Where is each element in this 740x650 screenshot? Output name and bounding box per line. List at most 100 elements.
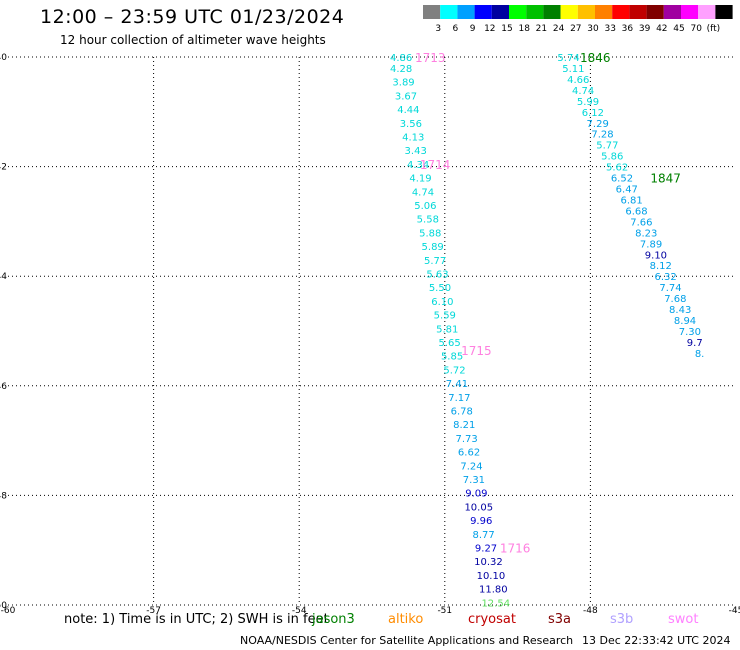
credit-text: NOAA/NESDIS Center for Satellite Applica… <box>240 634 574 647</box>
legend-swatch <box>474 5 492 19</box>
wave-height-label: 5.85 <box>441 352 463 363</box>
y-tick-label: -44 <box>0 272 7 282</box>
legend-label: (ft) <box>707 24 721 34</box>
x-tick-label: -54 <box>292 606 307 616</box>
wave-height-label: 7.66 <box>630 217 652 228</box>
legend-label: 9 <box>470 24 476 34</box>
wave-height-label: 7.29 <box>587 119 609 130</box>
wave-height-label: 6.47 <box>616 185 638 196</box>
wave-height-label: 7.17 <box>448 393 470 404</box>
wave-height-label: 4.74 <box>572 86 594 97</box>
x-tick-label: -48 <box>583 606 598 616</box>
wave-height-label: 7.73 <box>456 434 478 445</box>
wave-height-label: 7.24 <box>460 461 482 472</box>
wave-height-label: 9.27 <box>475 543 497 554</box>
time-label: 1716 <box>500 541 531 555</box>
satellite-jason3-label: jason3 <box>312 612 355 627</box>
legend-swatch <box>577 5 595 19</box>
legend-swatch <box>491 5 509 19</box>
legend-label: 70 <box>690 24 702 34</box>
wave-height-label: 6.32 <box>654 272 676 283</box>
legend-swatch <box>457 5 475 19</box>
wave-height-label: 5.62 <box>606 163 628 174</box>
time-label: 1715 <box>461 344 492 358</box>
time-label: 1846 <box>580 51 611 65</box>
wave-height-label: 5.06 <box>414 201 436 212</box>
wave-height-label: 9.7 <box>687 338 703 349</box>
wave-height-label: 11.80 <box>479 585 508 596</box>
wave-height-label: 8.12 <box>650 261 672 272</box>
wave-height-label: 3.67 <box>395 91 417 102</box>
wave-height-label: 6.12 <box>582 108 604 119</box>
chart-title: 12:00 – 23:59 UTC 01/23/2024 <box>40 6 345 28</box>
timestamp-text: 13 Dec 22:33:42 UTC 2024 <box>582 634 731 647</box>
wave-height-label: 4.19 <box>409 174 431 185</box>
wave-height-label: 8. <box>695 349 705 360</box>
wave-height-label: 5.89 <box>422 242 444 253</box>
wave-height-label: 3.56 <box>400 119 422 130</box>
x-tick-label: -45 <box>729 606 740 616</box>
wave-height-label: 6.52 <box>611 174 633 185</box>
wave-height-label: 4.66 <box>567 75 589 86</box>
x-tick-label: -51 <box>437 606 452 616</box>
y-tick-label: -40 <box>0 53 7 63</box>
legend-label: 39 <box>639 24 651 34</box>
legend-swatch <box>526 5 544 19</box>
wave-height-label: 5.63 <box>426 269 448 280</box>
time-label: 1714 <box>420 158 451 172</box>
satellite-s3b-label: s3b <box>610 612 634 627</box>
legend-swatch <box>595 5 613 19</box>
wave-height-label: 5.11 <box>562 64 584 75</box>
wave-height-label: 7.74 <box>659 283 681 294</box>
y-tick-label: -50 <box>0 601 7 611</box>
chart-subtitle: 12 hour collection of altimeter wave hei… <box>60 33 326 47</box>
wave-height-label: 5.72 <box>443 365 465 376</box>
wave-height-label: 4.44 <box>397 105 419 116</box>
legend-swatch <box>560 5 578 19</box>
wave-height-label: 6.10 <box>431 297 453 308</box>
wave-height-label: 5.77 <box>424 256 446 267</box>
wave-height-label: 6.81 <box>621 195 643 206</box>
wave-height-label: 7.89 <box>640 239 662 250</box>
wave-height-label: 7.28 <box>591 130 613 141</box>
wave-height-label: 9.10 <box>645 250 667 261</box>
satellite-cryosat-label: cryosat <box>468 612 516 627</box>
footnote: note: 1) Time is in UTC; 2) SWH is in fe… <box>64 612 329 627</box>
legend-label: 15 <box>501 24 512 34</box>
wave-height-label: 4.74 <box>412 187 434 198</box>
wave-height-label: 3.89 <box>392 78 414 89</box>
wave-height-label: 9.96 <box>470 516 492 527</box>
wave-height-label: 5.77 <box>596 141 618 152</box>
wave-height-label: 8.43 <box>669 305 691 316</box>
wave-height-label: 7.30 <box>679 327 701 338</box>
wave-height-label: 6.62 <box>458 448 480 459</box>
time-label: 1713 <box>415 51 446 65</box>
wave-height-label: 5.86 <box>601 152 623 163</box>
y-tick-label: -42 <box>0 163 7 173</box>
legend-label: 33 <box>604 24 615 34</box>
legend-label: 21 <box>536 24 547 34</box>
legend-label: 30 <box>587 24 599 34</box>
wave-height-label: 4.28 <box>390 64 412 75</box>
wave-height-label: 10.32 <box>474 557 503 568</box>
legend-label: 36 <box>622 24 634 34</box>
wave-height-label: 8.77 <box>472 530 494 541</box>
wave-height-label: 8.21 <box>453 420 475 431</box>
wave-height-label: 10.05 <box>464 502 493 513</box>
legend-label: 18 <box>518 24 530 34</box>
legend-swatch <box>612 5 630 19</box>
legend-swatch <box>646 5 664 19</box>
legend-swatch <box>681 5 699 19</box>
legend-label: 45 <box>673 24 684 34</box>
wave-height-label: 6.68 <box>625 206 647 217</box>
legend-swatch <box>543 5 561 19</box>
wave-height-label: 8.94 <box>674 316 696 327</box>
satellite-altiko-label: altiko <box>388 612 424 627</box>
legend-label: 24 <box>553 24 565 34</box>
wave-height-label: 3.43 <box>405 146 427 157</box>
wave-height-label: 5.65 <box>439 338 461 349</box>
legend-swatch <box>663 5 681 19</box>
wave-height-label: 5.59 <box>434 311 456 322</box>
x-tick-label: -57 <box>146 606 161 616</box>
